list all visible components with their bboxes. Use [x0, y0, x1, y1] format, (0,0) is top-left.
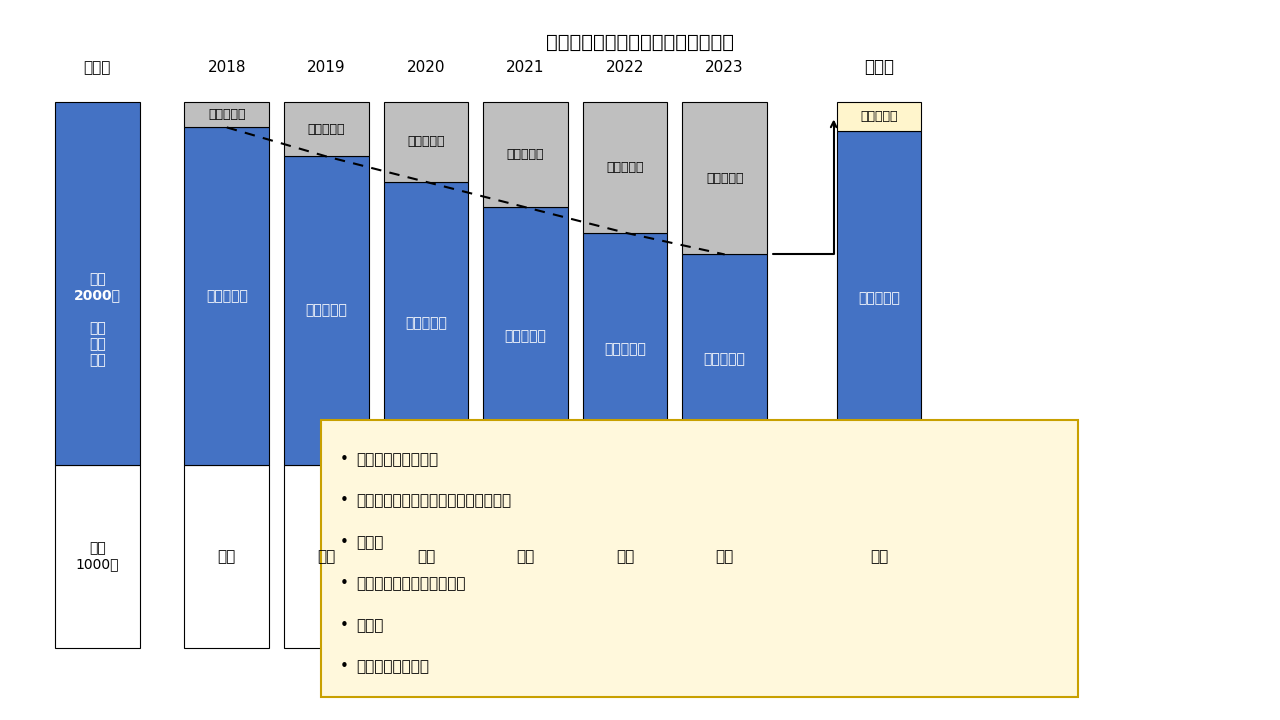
Text: •: • [339, 535, 348, 549]
Text: 土地: 土地 [218, 549, 236, 564]
Text: 一定の借入金利子: 一定の借入金利子 [356, 660, 429, 674]
Text: 未償却残高: 未償却残高 [404, 316, 447, 330]
Bar [184, 102, 269, 127]
Text: 建物
2000万

駆体
設備
など: 建物 2000万 駆体 設備 など [74, 272, 120, 367]
Text: 設備費: 設備費 [356, 618, 384, 633]
Text: 土地: 土地 [616, 549, 634, 564]
Bar [837, 465, 922, 648]
Text: 減価償却費: 減価償却費 [507, 148, 544, 161]
Text: 2021: 2021 [507, 60, 545, 75]
Text: 土地: 土地 [716, 549, 733, 564]
Text: 減価償却費: 減価償却費 [705, 172, 744, 185]
Text: 未償却残高: 未償却残高 [306, 304, 347, 318]
Bar [384, 102, 468, 182]
Bar [55, 465, 140, 648]
Text: 土地: 土地 [417, 549, 435, 564]
Text: 減価償却費: 減価償却費 [209, 108, 246, 121]
Text: 2023: 2023 [705, 60, 744, 75]
Text: 2019: 2019 [307, 60, 346, 75]
Text: •: • [339, 493, 348, 508]
Text: 減価償却費: 減価償却費 [307, 122, 346, 136]
Text: 未償却残高: 未償却残高 [604, 342, 646, 356]
Text: 未償却残高: 未償却残高 [206, 289, 248, 303]
Text: 取得費: 取得費 [864, 58, 893, 76]
Bar [55, 102, 140, 465]
Text: •: • [339, 618, 348, 633]
Bar [837, 102, 922, 131]
Text: 購入時の仲介手数料: 購入時の仲介手数料 [356, 451, 438, 467]
Text: •: • [339, 451, 348, 467]
Bar [184, 127, 269, 465]
Text: 未償却残高: 未償却残高 [504, 329, 547, 343]
Bar [682, 254, 767, 465]
Text: •: • [339, 576, 348, 591]
Text: 土地: 土地 [870, 549, 888, 564]
Text: 2020: 2020 [407, 60, 445, 75]
Bar [384, 182, 468, 465]
Text: 測量費: 測量費 [356, 535, 384, 549]
Bar [483, 207, 568, 465]
Text: 土地: 土地 [317, 549, 335, 564]
Bar [284, 156, 369, 465]
Text: 整地費、建物取り壊し費用: 整地費、建物取り壊し費用 [356, 576, 466, 591]
Bar [682, 102, 767, 254]
Bar [682, 465, 767, 648]
Bar [284, 102, 369, 156]
Text: 土地: 土地 [516, 549, 535, 564]
Text: 未償却残高: 未償却残高 [858, 291, 900, 305]
Bar [284, 465, 369, 648]
Text: 未償却残高: 未償却残高 [704, 353, 745, 366]
Text: 土地
1000万: 土地 1000万 [76, 541, 119, 572]
Text: 購入時の登録免許税、取得税、印紙税: 購入時の登録免許税、取得税、印紙税 [356, 493, 512, 508]
Bar [837, 131, 922, 465]
Text: 減価償却費: 減価償却費 [607, 161, 644, 174]
Bar [384, 465, 468, 648]
Bar [582, 465, 667, 648]
Bar [582, 102, 667, 233]
Bar [184, 465, 269, 648]
Bar [582, 233, 667, 465]
Text: 購入時: 購入時 [83, 60, 111, 75]
Text: 2018: 2018 [207, 60, 246, 75]
Text: 2022: 2022 [605, 60, 644, 75]
Bar [483, 465, 568, 648]
Text: •: • [339, 660, 348, 674]
Bar [321, 420, 1078, 698]
Text: マンション売却時の取得費の考え方: マンション売却時の取得費の考え方 [547, 33, 733, 52]
Text: 減価償却費: 減価償却費 [407, 135, 444, 148]
Text: 仲介手数料: 仲介手数料 [860, 110, 897, 123]
Bar [483, 102, 568, 207]
